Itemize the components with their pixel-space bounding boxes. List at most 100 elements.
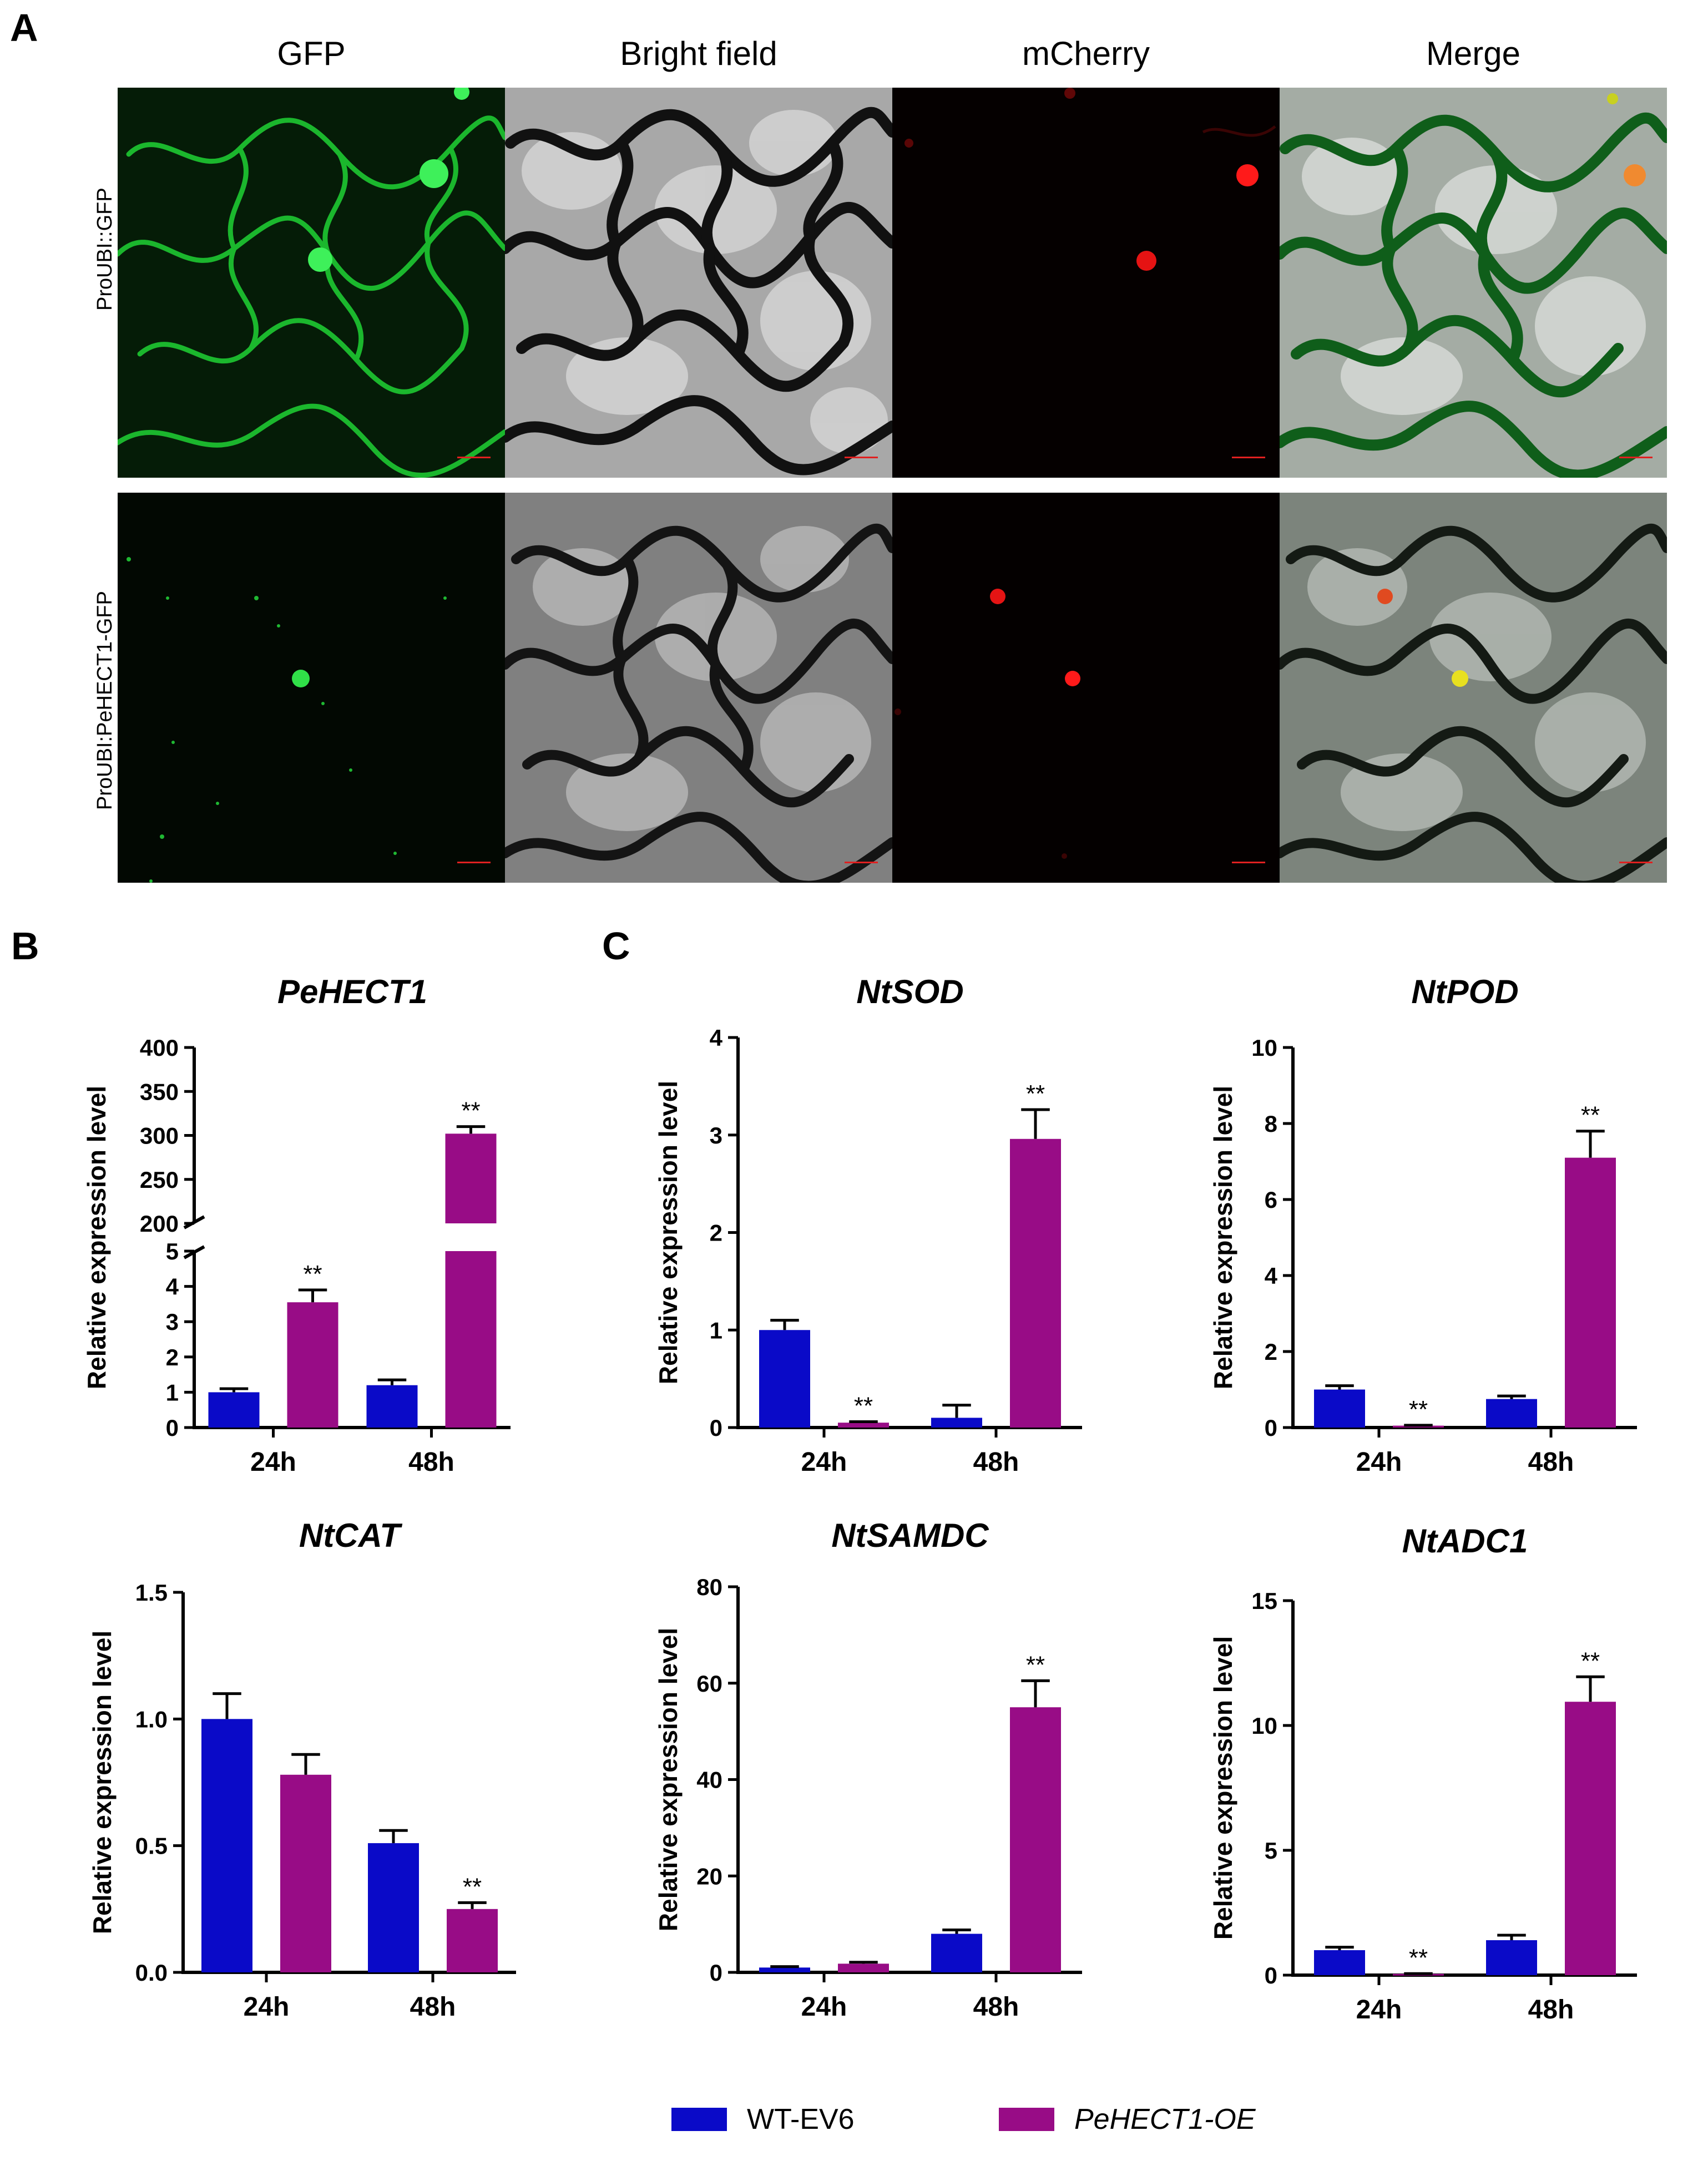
ntsamdc-bar	[1010, 1707, 1061, 1972]
column-title-gfp: GFP	[277, 35, 346, 72]
ntsod-ytick-label: 0	[710, 1415, 722, 1441]
ntpod-bar	[1314, 1389, 1365, 1428]
pehect1-ytick-label: 0	[166, 1415, 179, 1441]
ntpod-significance: **	[1409, 1396, 1428, 1423]
ntcat-bar	[280, 1774, 331, 1972]
ntsamdc-title: NtSAMDC	[831, 1517, 989, 1554]
ntadc1-ytick-label: 10	[1251, 1713, 1277, 1739]
pehect1-ytick-label: 250	[140, 1167, 179, 1193]
column-title-mcherry: mCherry	[1022, 35, 1150, 72]
ntadc1-ytick-label: 5	[1265, 1838, 1277, 1864]
pehect1-ytick-label: 5	[166, 1238, 179, 1264]
ntadc1-ylabel: Relative expression level	[1209, 1636, 1237, 1940]
chart-pehect1: PeHECT1 Relative expression level 0 1 2 3 4 520…	[82, 973, 511, 1477]
ntpod-xtick-label: 48h	[1528, 1448, 1574, 1477]
ntadc1-bar	[1565, 1702, 1616, 1975]
ntsod-title: NtSOD	[856, 973, 963, 1010]
micrograph-row2-mcherry	[892, 493, 1280, 883]
ntsod-xtick-label: 48h	[973, 1448, 1019, 1477]
ntsod-ytick-label: 3	[710, 1122, 722, 1148]
ntadc1-bar	[1486, 1940, 1537, 1975]
ntcat-xtick-label: 48h	[410, 1992, 456, 2022]
ntcat-ytick-label: 0.0	[135, 1960, 168, 1986]
panel-a-label: A	[10, 6, 38, 49]
ntpod-ylabel: Relative expression level	[1209, 1086, 1237, 1389]
pehect1-ytick-label: 1	[166, 1379, 179, 1405]
ntcat-bar	[368, 1843, 419, 1972]
ntsamdc-ytick-label: 80	[696, 1574, 722, 1600]
pehect1-title: PeHECT1	[277, 973, 427, 1010]
ntsamdc-bar	[759, 1967, 810, 1972]
pehect1-xtick-label: 24h	[250, 1448, 296, 1477]
ntsod-ylabel: Relative expression level	[654, 1081, 683, 1384]
ntpod-ytick-label: 10	[1251, 1035, 1277, 1061]
ntsod-ytick-label: 1	[710, 1317, 722, 1343]
ntadc1-significance: **	[1409, 1944, 1428, 1971]
legend-wt-swatch	[671, 2108, 727, 2131]
ntsod-bar	[838, 1423, 889, 1428]
ntsod-significance: **	[1026, 1080, 1045, 1107]
panel-b-label: B	[11, 924, 39, 968]
row-label-gfp-control: ProUBI::GFP	[93, 188, 117, 311]
row-label-pehect1-gfp: ProUBI:PeHECT1-GFP	[93, 591, 117, 810]
pehect1-ytick-label: 4	[166, 1274, 179, 1300]
pehect1-ytick-label: 350	[140, 1079, 179, 1105]
micrograph-row2-merge	[1280, 493, 1667, 883]
ntcat-bar	[447, 1909, 498, 1972]
ntpod-ytick-label: 6	[1265, 1187, 1277, 1213]
ntcat-ytick-label: 0.5	[135, 1833, 168, 1859]
pehect1-ytick-label: 300	[140, 1123, 179, 1149]
ntadc1-title: NtADC1	[1402, 1522, 1528, 1560]
ntpod-xtick-label: 24h	[1356, 1448, 1402, 1477]
micrograph-row1-merge	[1280, 88, 1667, 478]
ntadc1-significance: **	[1581, 1647, 1600, 1674]
pehect1-ytick-label: 3	[166, 1309, 179, 1335]
ntpod-bar	[1565, 1157, 1616, 1428]
ntsamdc-bar	[931, 1934, 982, 1972]
chart-ntpod: NtPOD Relative expression level 0 2 4 6 8 10 24h…	[1209, 973, 1637, 1477]
ntpod-ytick-label: 8	[1265, 1111, 1277, 1137]
pehect1-bar-lower	[445, 1251, 497, 1428]
chart-ntadc1: NtADC1 Relative expression level 0 5 10 15 24h…	[1209, 1522, 1637, 2025]
ntsod-significance: **	[854, 1392, 873, 1419]
pehect1-ytick-label: 400	[140, 1035, 179, 1061]
ntsod-ytick-label: 2	[710, 1220, 722, 1246]
pehect1-bar-upper	[445, 1133, 497, 1223]
pehect1-ylabel: Relative expression level	[82, 1086, 111, 1389]
ntcat-ytick-label: 1.5	[135, 1580, 168, 1606]
ntpod-significance: **	[1581, 1102, 1600, 1129]
ntadc1-ytick-label: 0	[1265, 1962, 1277, 1988]
pehect1-ytick-label: 200	[140, 1211, 179, 1237]
legend-wt-label: WT-EV6	[747, 2103, 855, 2135]
ntsamdc-xtick-label: 24h	[801, 1992, 847, 2022]
ntpod-ytick-label: 2	[1265, 1339, 1277, 1365]
ntsod-ytick-label: 4	[710, 1025, 723, 1051]
ntsod-xtick-label: 24h	[801, 1448, 847, 1477]
micrograph-row2-bright-field	[505, 493, 892, 883]
pehect1-bar	[208, 1392, 260, 1428]
ntcat-ylabel: Relative expression level	[88, 1631, 117, 1934]
ntpod-ytick-label: 0	[1265, 1415, 1277, 1441]
pehect1-bar	[287, 1302, 338, 1428]
legend-oe-swatch	[999, 2108, 1054, 2131]
ntpod-bar	[1486, 1399, 1537, 1428]
pehect1-bar	[366, 1385, 418, 1428]
ntsamdc-bar	[838, 1963, 889, 1972]
ntcat-significance: **	[463, 1873, 482, 1900]
ntadc1-ytick-label: 15	[1251, 1588, 1277, 1614]
micrograph-row1-bright-field	[505, 88, 892, 478]
ntsamdc-ytick-label: 60	[696, 1671, 722, 1697]
legend-oe-label: PeHECT1-OE	[1074, 2103, 1256, 2135]
micrograph-row2-gfp	[118, 493, 505, 883]
micrograph-row1-mcherry	[892, 88, 1280, 478]
legend-wt: WT-EV6	[671, 2103, 855, 2136]
ntcat-xtick-label: 24h	[244, 1992, 290, 2022]
ntsamdc-ylabel: Relative expression level	[654, 1628, 683, 1931]
ntsod-bar	[759, 1330, 810, 1428]
ntsod-bar	[1010, 1138, 1061, 1428]
micrograph-row1-gfp	[118, 88, 505, 478]
ntcat-title: NtCAT	[299, 1517, 403, 1554]
ntadc1-xtick-label: 48h	[1528, 1995, 1574, 2025]
ntsamdc-ytick-label: 0	[710, 1960, 722, 1986]
ntadc1-bar	[1314, 1950, 1365, 1975]
